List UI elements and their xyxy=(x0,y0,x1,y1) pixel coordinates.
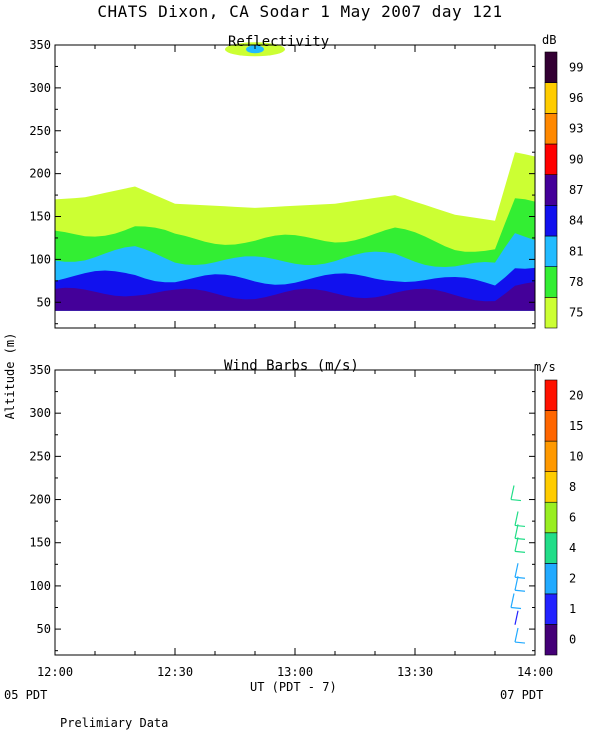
colorbar-segment xyxy=(544,471,558,503)
reflectivity-echo-core xyxy=(246,45,264,54)
colorbar-label: 8 xyxy=(569,480,576,494)
x-tick-label: 13:00 xyxy=(277,665,313,679)
colorbar-segment xyxy=(544,266,558,298)
x-axis-label: UT (PDT - 7) xyxy=(250,680,337,694)
wind-colorbar-unit: m/s xyxy=(534,360,556,374)
wind-barb xyxy=(514,511,526,528)
y-tick-label: 200 xyxy=(29,167,51,181)
figure-title: CHATS Dixon, CA Sodar 1 May 2007 day 121 xyxy=(97,2,503,21)
colorbar-label: 0 xyxy=(569,633,576,647)
wind-barb-flag xyxy=(514,576,526,579)
wind-barb-flag xyxy=(514,537,526,541)
colorbar-segment xyxy=(544,51,558,83)
y-tick-label: 200 xyxy=(29,493,51,507)
wind-barb-flag xyxy=(514,550,526,553)
reflectivity-band xyxy=(55,281,535,311)
y-tick-label: 300 xyxy=(29,81,51,95)
colorbar-label: 6 xyxy=(569,511,576,525)
colorbar-segment xyxy=(544,379,558,411)
y-tick-label: 350 xyxy=(29,363,51,377)
colorbar-label: 10 xyxy=(569,449,583,463)
y-tick-label: 250 xyxy=(29,124,51,138)
wind-barb xyxy=(514,537,526,553)
wind-barb xyxy=(514,563,526,579)
y-tick-label: 50 xyxy=(37,622,51,636)
wind-barb xyxy=(514,610,519,625)
wind-barb-flag xyxy=(510,606,522,610)
y-axis-label: Altitude (m) xyxy=(3,332,17,420)
y-tick-label: 150 xyxy=(29,210,51,224)
colorbar-label: 20 xyxy=(569,388,583,402)
start-date-label: 05 PDT xyxy=(4,688,48,702)
wind-barb-staff xyxy=(510,485,515,500)
colorbar-segment xyxy=(544,593,558,625)
colorbar-label: 90 xyxy=(569,152,583,166)
wind-barb-staff xyxy=(514,563,519,578)
footnote: Prelimiary Data xyxy=(60,716,169,730)
colorbar-label: 84 xyxy=(569,214,583,228)
wind-barbs-title: Wind Barbs (m/s) xyxy=(224,358,359,374)
wind-barb-flag xyxy=(514,524,526,528)
colorbar-segment xyxy=(544,624,558,656)
wind-barb xyxy=(510,593,522,610)
plot-frame xyxy=(54,369,536,656)
colorbar-label: 1 xyxy=(569,602,576,616)
wind-barb xyxy=(510,485,522,502)
colorbar-label: 96 xyxy=(569,91,583,105)
wind-barb-staff xyxy=(514,537,519,552)
x-tick-label: 14:00 xyxy=(517,665,553,679)
x-tick-label: 12:30 xyxy=(157,665,193,679)
y-tick-label: 100 xyxy=(29,579,51,593)
wind-barb-flag xyxy=(510,498,522,502)
end-date-label: 07 PDT xyxy=(500,688,544,702)
colorbar-label: 78 xyxy=(569,275,583,289)
colorbar-segment xyxy=(544,440,558,472)
wind-barb xyxy=(514,524,526,541)
colorbar-segment xyxy=(544,82,558,114)
wind-barb-staff xyxy=(514,610,519,625)
colorbar-segment xyxy=(544,113,558,145)
wind-barb xyxy=(514,576,526,592)
colorbar-segment xyxy=(544,174,558,206)
colorbar-segment xyxy=(544,501,558,534)
y-tick-label: 300 xyxy=(29,406,51,420)
wind-barb-staff xyxy=(514,576,519,591)
x-tick-label: 12:00 xyxy=(37,665,73,679)
colorbar-label: 4 xyxy=(569,541,576,555)
colorbar-label: 87 xyxy=(569,183,583,197)
colorbar-label: 81 xyxy=(569,244,583,258)
y-tick-label: 350 xyxy=(29,38,51,52)
reflectivity-title: Reflectivity xyxy=(228,34,330,50)
colorbar-segment xyxy=(544,235,558,267)
colorbar-segment xyxy=(544,143,558,175)
colorbar-segment xyxy=(544,205,558,237)
colorbar-segment xyxy=(544,563,558,595)
wind-barb-staff xyxy=(514,627,519,643)
wind-barb-staff xyxy=(514,511,519,526)
colorbar-label: 75 xyxy=(569,306,583,320)
colorbar-segment xyxy=(544,410,558,442)
reflectivity-colorbar-unit: dB xyxy=(542,33,557,47)
colorbar-label: 93 xyxy=(569,122,583,136)
y-tick-label: 250 xyxy=(29,449,51,463)
wind-barb-flag xyxy=(514,589,526,592)
wind-barb-staff xyxy=(510,593,515,608)
y-tick-label: 100 xyxy=(29,252,51,266)
wind-barb-staff xyxy=(514,524,519,539)
x-tick-label: 13:30 xyxy=(397,665,433,679)
colorbar-label: 2 xyxy=(569,572,576,586)
wind-barb xyxy=(514,627,526,644)
colorbar-label: 99 xyxy=(569,60,583,74)
colorbar-segment xyxy=(544,297,558,329)
y-tick-label: 150 xyxy=(29,536,51,550)
wind-barb-flag xyxy=(514,641,526,644)
y-tick-label: 50 xyxy=(37,295,51,309)
colorbar-label: 15 xyxy=(569,419,583,433)
colorbar-segment xyxy=(544,532,558,564)
reflectivity-panel: 50 100 150 200 250 300 350 75 78 81 84 87 90 93 96 99 xyxy=(29,38,583,329)
